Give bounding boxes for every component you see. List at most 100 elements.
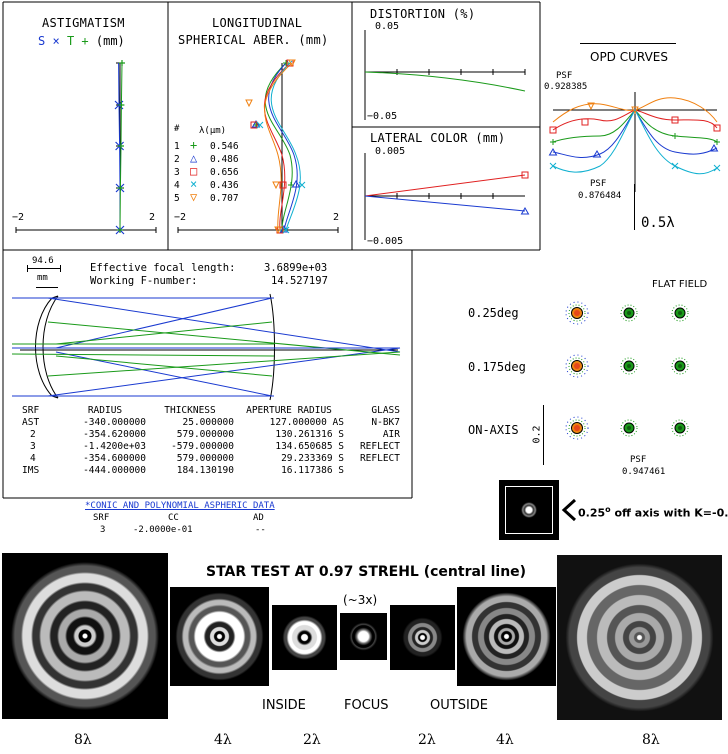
spot-diagram (565, 301, 589, 325)
cell: 4 (30, 453, 36, 464)
cell: 2 (30, 429, 36, 440)
cross-symbol: × (52, 34, 60, 48)
offaxis-psf-image (499, 480, 559, 540)
opd-scale-bar (634, 184, 635, 230)
astigmatism-unit: (mm) (95, 34, 125, 48)
header-aperture: APERTURE RADIUS (246, 405, 332, 416)
distortion-title: DISTORTION (%) (370, 7, 476, 21)
cell: AIR (382, 429, 400, 440)
unit-underline (36, 287, 58, 288)
opd-title-rule (580, 43, 676, 44)
spot-row-label: 0.25deg (468, 306, 519, 320)
opd-plot (548, 92, 721, 192)
header-glass: GLASS (371, 405, 400, 416)
sagittal-label: S (38, 34, 46, 48)
spot-row-label: ON-AXIS (468, 423, 519, 437)
table-row: 3 -1.4200e+03 -579.000000 134.650685 S R… (22, 441, 400, 453)
spot-diagram (620, 357, 638, 375)
efl-value: 3.6899e+03 (264, 262, 328, 274)
conic-header-ad: AD (253, 513, 264, 523)
inside-label: INSIDE (262, 698, 306, 713)
cell: AST (22, 417, 40, 428)
cell: -444.000000 (83, 465, 146, 476)
spherical-tick-right: 2 (333, 212, 340, 223)
spherical-title-line1: LONGITUDINAL (212, 16, 303, 30)
spot-diagram (671, 304, 689, 322)
plus-symbol: + (81, 34, 89, 48)
spherical-plot (177, 59, 339, 235)
lateral-color-title: LATERAL COLOR (mm) (370, 131, 506, 145)
distortion-y-bottom: −0.05 (367, 111, 398, 122)
star-image-inside-4 (170, 587, 269, 686)
defocus-label: 2λ (303, 732, 321, 748)
cell: REFLECT (359, 453, 400, 464)
opd-psf-bottom-label: PSF (590, 179, 607, 189)
cell: REFLECT (359, 441, 400, 452)
zoom-note: (~3x) (343, 593, 378, 607)
spherical-title-line2: SPHERICAL ABER. (mm) (178, 33, 329, 47)
star-image-inside-2 (272, 605, 337, 670)
plus-marker-icon: + (190, 138, 198, 152)
conic-data-link[interactable]: *CONIC AND POLYNOMIAL ASPHERIC DATA (85, 501, 275, 511)
optical-layout-diagram (11, 293, 401, 401)
star-image-outside-8 (557, 555, 722, 720)
scale-tick-right (60, 265, 61, 272)
spot-diagram (620, 419, 638, 437)
star-image-inside-8 (2, 553, 168, 719)
spot-diagram (565, 354, 589, 378)
legend-header-num: # (174, 124, 180, 134)
opd-psf-top-label: PSF (556, 71, 573, 81)
cell: -1.4200e+03 (83, 441, 146, 452)
cell: -354.620000 (83, 429, 146, 440)
spot-diagram (671, 357, 689, 375)
cell: -579.000000 (171, 441, 234, 452)
opd-title: OPD CURVES (590, 50, 668, 64)
lateral-color-y-bottom: −0.005 (367, 236, 404, 247)
fnum-value: 14.527197 (271, 275, 328, 287)
layout-scale-bar (27, 268, 61, 269)
spot-psf-label: PSF (630, 455, 647, 465)
astigmatism-subtitle: S × T + (mm) (38, 34, 125, 48)
spot-scale-bar (543, 405, 544, 465)
cell: 16.117386 S (281, 465, 344, 476)
spot-psf-value: 0.947461 (622, 467, 666, 477)
header-srf: SRF (22, 405, 40, 416)
spot-row-label: 0.175deg (468, 360, 526, 374)
conic-row-srf: 3 (100, 525, 106, 535)
opd-psf-top-value: 0.928385 (544, 82, 588, 92)
cross-marker-icon: × (190, 177, 198, 191)
spot-scale-label: 0.2 (531, 425, 543, 444)
astigmatism-title: ASTIGMATISM (42, 16, 125, 30)
lateral-color-plot (364, 153, 530, 240)
header-radius: RADIUS (87, 405, 123, 416)
legend-header-unit: λ(μm) (199, 126, 227, 136)
spherical-tick-left: −2 (174, 212, 187, 223)
spot-diagrams (565, 301, 689, 440)
header-thickness: THICKNESS (164, 405, 216, 416)
table-row: IMS -444.000000 184.130190 16.117386 S (22, 465, 400, 477)
opd-scale-label: 0.5λ (641, 215, 675, 231)
triangle-marker-icon: △ (190, 151, 198, 165)
astigmatism-plot (15, 60, 157, 235)
star-test-title: STAR TEST AT 0.97 STREHL (central line) (206, 564, 527, 580)
cell: 579.000000 (176, 429, 234, 440)
arrow-left-icon (561, 498, 577, 522)
spot-diagram (671, 419, 689, 437)
layout-scale-value: 94.6 (32, 256, 54, 266)
cell: 25.000000 (182, 417, 234, 428)
surface-table: SRF RADIUS THICKNESS APERTURE RADIUS GLA… (22, 405, 400, 477)
astigmatism-tick-left: −2 (12, 212, 25, 223)
layout-scale-unit: mm (37, 273, 48, 283)
wavelength-legend: 1 +0.546 2 △ 0.486 3 □ 0.656 4 × 0.436 5 ▽ 0.707 (174, 138, 239, 204)
cell: N-BK7 (371, 417, 400, 428)
square-marker-icon: □ (190, 164, 198, 178)
table-row: 4 -354.600000 579.000000 29.233369 S REF… (22, 453, 400, 465)
star-image-outside-2 (390, 605, 455, 670)
tangential-label: T (66, 34, 75, 48)
table-row: AST -340.000000 25.000000 127.000000 AS … (22, 417, 400, 429)
defocus-label: 8λ (74, 732, 92, 748)
fnum-label: Working F-number: (90, 275, 198, 287)
opd-psf-bottom-value: 0.876484 (578, 191, 622, 201)
cell: 134.650685 S (275, 441, 344, 452)
cell: 127.000000 AS (269, 417, 344, 428)
